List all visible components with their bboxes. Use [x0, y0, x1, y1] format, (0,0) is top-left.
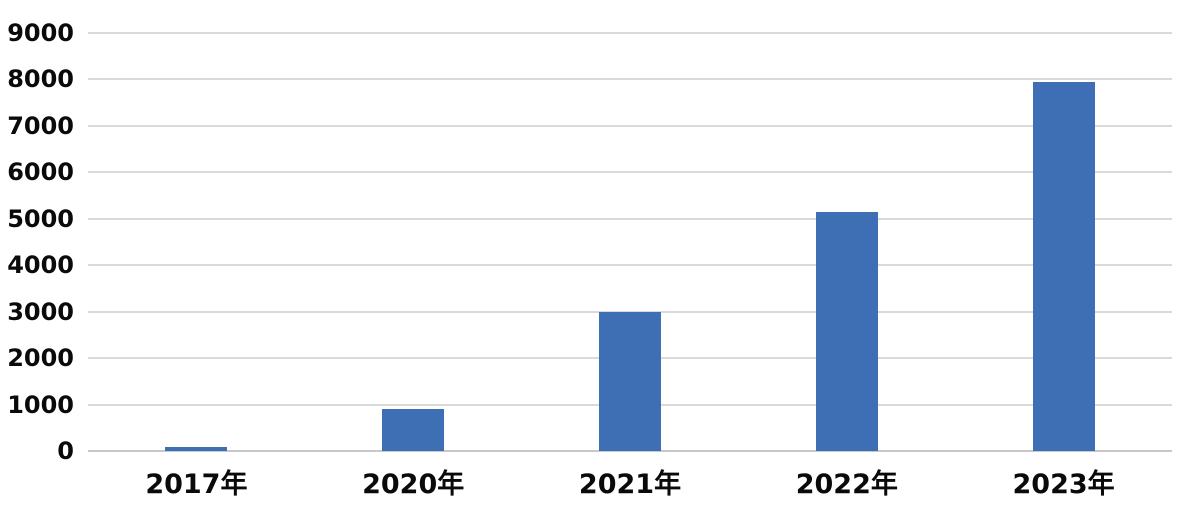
x-tick-label: 2021年: [578, 469, 682, 500]
x-axis-baseline: [88, 450, 1172, 452]
y-tick-label: 8000: [7, 65, 74, 94]
y-tick-label: 4000: [7, 251, 74, 280]
y-tick-label: 9000: [7, 19, 74, 47]
gridline: [88, 78, 1172, 81]
bar-2022年: [815, 211, 878, 451]
gridline: [88, 217, 1172, 220]
bar-2017年: [165, 447, 228, 451]
y-tick-label: 7000: [7, 111, 74, 140]
gridline: [88, 264, 1172, 267]
gridline: [88, 124, 1172, 127]
x-tick-label: 2020年: [362, 469, 465, 500]
x-tick-label: 2017年: [145, 469, 248, 500]
y-tick-label: 2000: [7, 344, 74, 373]
y-tick-label: 0: [57, 437, 74, 465]
gridline: [88, 171, 1172, 174]
bar-2023年: [1032, 81, 1095, 451]
bar-2020年: [382, 409, 445, 451]
x-tick-label: 2022年: [795, 469, 898, 500]
gridline: [88, 32, 1172, 34]
y-tick-label: 1000: [7, 390, 74, 419]
y-tick-label: 5000: [7, 204, 74, 233]
y-tick-label: 6000: [7, 158, 74, 187]
bar-2021年: [599, 311, 661, 451]
y-tick-label: 3000: [7, 297, 74, 326]
x-tick-label: 2023年: [1012, 469, 1115, 500]
